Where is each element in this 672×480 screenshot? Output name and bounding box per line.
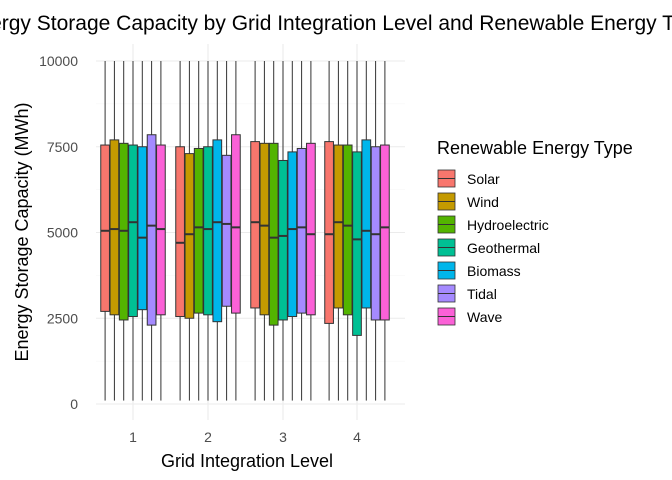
box-hydroelectric [342,144,353,316]
x-tick-label: 4 [353,429,361,445]
legend-title: Renewable Energy Type [437,138,633,158]
y-tick-label: 7500 [47,139,78,155]
legend-label: Biomass [467,263,521,279]
legend-label: Wind [467,194,499,210]
box-solar [324,141,334,324]
box-geothermal [352,151,362,336]
box-solar [250,141,260,309]
legend-label: Wave [467,309,502,325]
legend-label: Solar [467,171,500,187]
box-geothermal [128,144,138,318]
box-biomass [361,139,372,309]
legend-label: Tidal [467,286,497,302]
legend: Renewable Energy Type Solar Wind Hydroelec… [437,138,633,326]
box-biomass [212,139,223,323]
x-tick-label: 1 [129,429,137,445]
box-hydroelectric [268,142,279,326]
y-axis-ticks: 0 2500 5000 7500 10000 [39,53,78,412]
box-hydroelectric [193,147,204,314]
x-tick-label: 3 [279,429,287,445]
box-solar [175,146,185,318]
box-wave [380,144,390,321]
y-tick-label: 0 [70,396,78,412]
box-biomass [137,146,148,311]
boxplot-marks [100,61,390,401]
y-tick-label: 2500 [47,310,78,326]
box-wave [306,142,316,316]
box-wind [109,139,120,316]
box-solar [100,144,110,312]
box-wave [231,134,241,314]
box-tidal [146,134,157,326]
x-axis-title: Grid Integration Level [161,451,333,471]
box-wind [333,144,344,309]
chart-title: Energy Storage Capacity by Grid Integrat… [0,12,672,35]
legend-label: Geothermal [467,240,540,256]
box-tidal [296,147,307,314]
y-axis-title: Energy Storage Capacity (MWh) [12,102,32,361]
x-axis-ticks: 1 2 3 4 [129,429,361,445]
box-wind [259,142,270,316]
box-wind [184,153,195,319]
legend-label: Hydroelectric [467,217,549,233]
y-tick-label: 10000 [39,53,78,69]
box-geothermal [278,159,288,321]
x-tick-label: 2 [204,429,212,445]
box-tidal [221,154,232,307]
y-tick-label: 5000 [47,225,78,241]
box-biomass [287,151,298,318]
box-geothermal [203,146,213,316]
